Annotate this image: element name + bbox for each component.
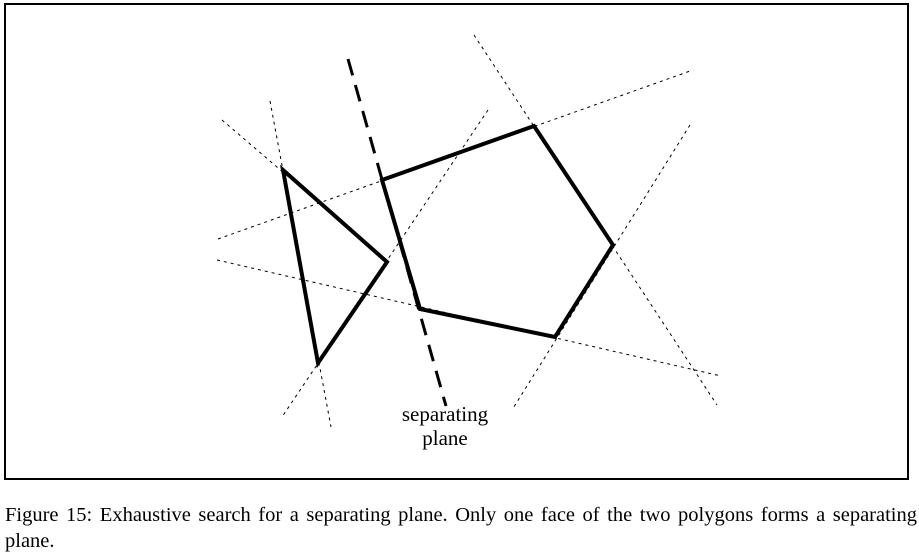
pentagon-polygon (379, 123, 616, 340)
separating-plane-label: separating plane (375, 402, 515, 450)
separating-plane-label-line2: plane (422, 426, 468, 450)
figure-caption: Figure 15: Exhaustive search for a separ… (5, 504, 917, 552)
figure-frame (4, 3, 909, 480)
separating-plane-line (346, 58, 448, 407)
triangle-polygon (280, 164, 390, 369)
separating-plane-label-line1: separating (401, 402, 489, 426)
